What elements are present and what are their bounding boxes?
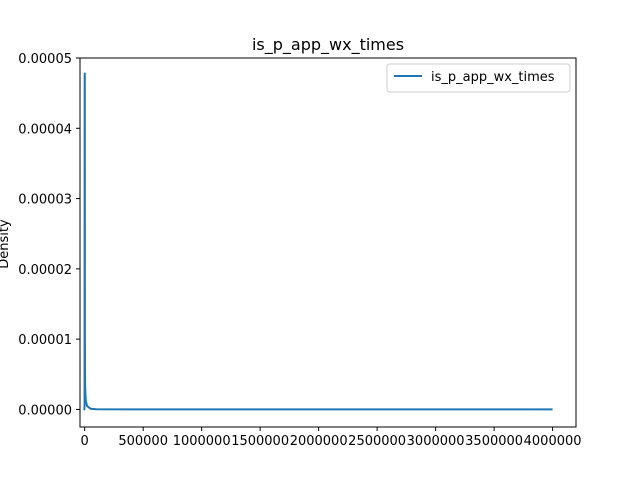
y-axis-label: Density	[0, 219, 12, 269]
x-tick-label: 500000	[118, 434, 168, 449]
y-tick-label: 0.00003	[18, 193, 72, 208]
plot-area: 0 500000 1000000 1500000 2000000 2500000 30000…	[18, 52, 581, 449]
x-tick-label: 3000000	[407, 434, 465, 449]
series-line-0	[83, 72, 553, 411]
chart-title: is_p_app_wx_times	[252, 35, 404, 55]
y-tick-label: 0.00001	[18, 333, 72, 348]
x-tick-label: 1000000	[173, 434, 231, 449]
x-tick-label: 2000000	[290, 434, 348, 449]
x-tick-label: 3500000	[465, 434, 523, 449]
y-tick-label: 0.00002	[18, 263, 72, 278]
y-tick-label: 0.00000	[18, 403, 72, 418]
y-tick-label: 0.00005	[18, 52, 72, 67]
legend: is_p_app_wx_times	[386, 63, 571, 93]
x-tick-label: 2500000	[348, 434, 406, 449]
legend-box	[386, 63, 571, 93]
x-tick-label: 4000000	[524, 434, 582, 449]
x-tick-label: 1500000	[231, 434, 289, 449]
axes-frame	[79, 57, 577, 428]
legend-label: is_p_app_wx_times	[431, 70, 555, 85]
x-tick-label: 0	[81, 434, 89, 449]
y-tick-label: 0.00004	[18, 122, 72, 137]
